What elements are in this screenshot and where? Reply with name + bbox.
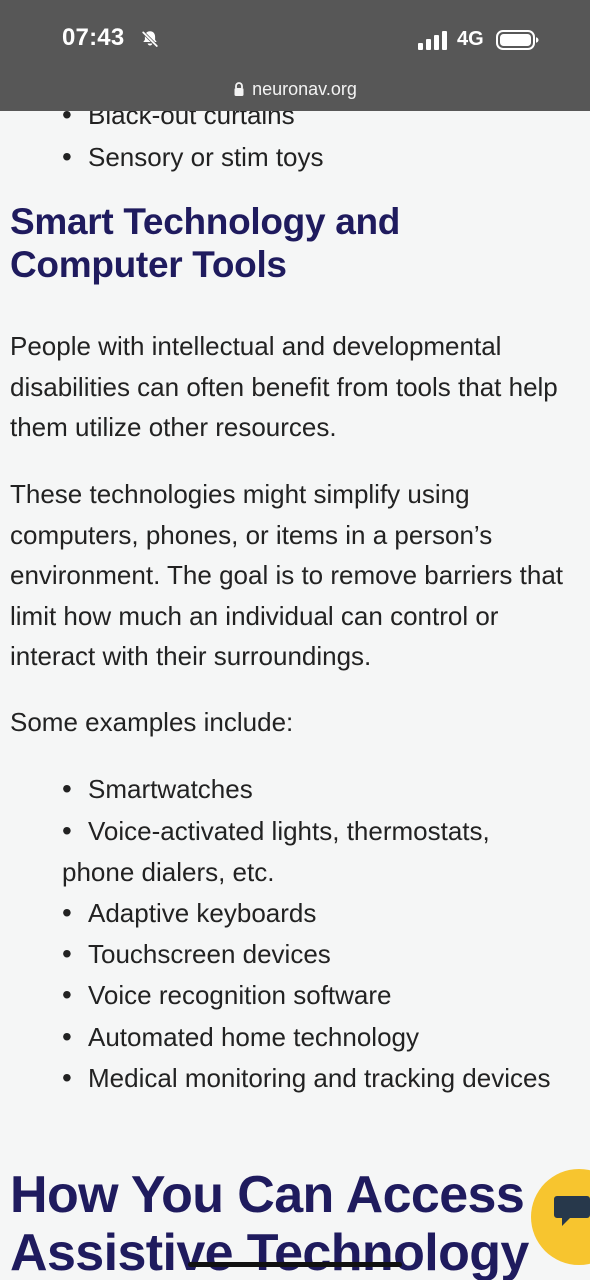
url-bar[interactable]: neuronav.org xyxy=(0,75,590,103)
cellular-signal-icon xyxy=(418,31,447,50)
lock-icon xyxy=(234,82,244,96)
url-text: neuronav.org xyxy=(252,78,357,99)
list-item: Medical monitoring and tracking devices xyxy=(62,1057,567,1099)
status-time: 07:43 xyxy=(62,24,125,51)
list-item: Smartwatches xyxy=(62,768,253,810)
network-type: 4G xyxy=(457,28,484,50)
list-item: Voice-activated lights, thermostats, pho… xyxy=(62,810,567,893)
paragraph: These technologies might simplify using … xyxy=(10,479,564,671)
paragraph: People with intellectual and development… xyxy=(10,331,558,442)
section-heading: Smart Technology and Computer Tools xyxy=(10,201,401,285)
home-indicator[interactable] xyxy=(188,1262,402,1267)
browser-status-bar: 07:43 4G neuronav.org xyxy=(0,0,590,111)
chat-bubble-icon xyxy=(554,1196,590,1226)
bell-slash-icon xyxy=(141,30,159,48)
list-item: Adaptive keyboards xyxy=(62,892,316,934)
next-section-heading: How You Can Access Assistive Technology xyxy=(10,1166,529,1280)
paragraph: Some examples include: xyxy=(10,707,294,737)
list-item: Voice recognition software xyxy=(62,974,392,1016)
list-item: Automated home technology xyxy=(62,1016,419,1058)
list-item: Sensory or stim toys xyxy=(62,136,324,178)
list-item: Touchscreen devices xyxy=(62,933,331,975)
battery-icon xyxy=(496,30,539,50)
